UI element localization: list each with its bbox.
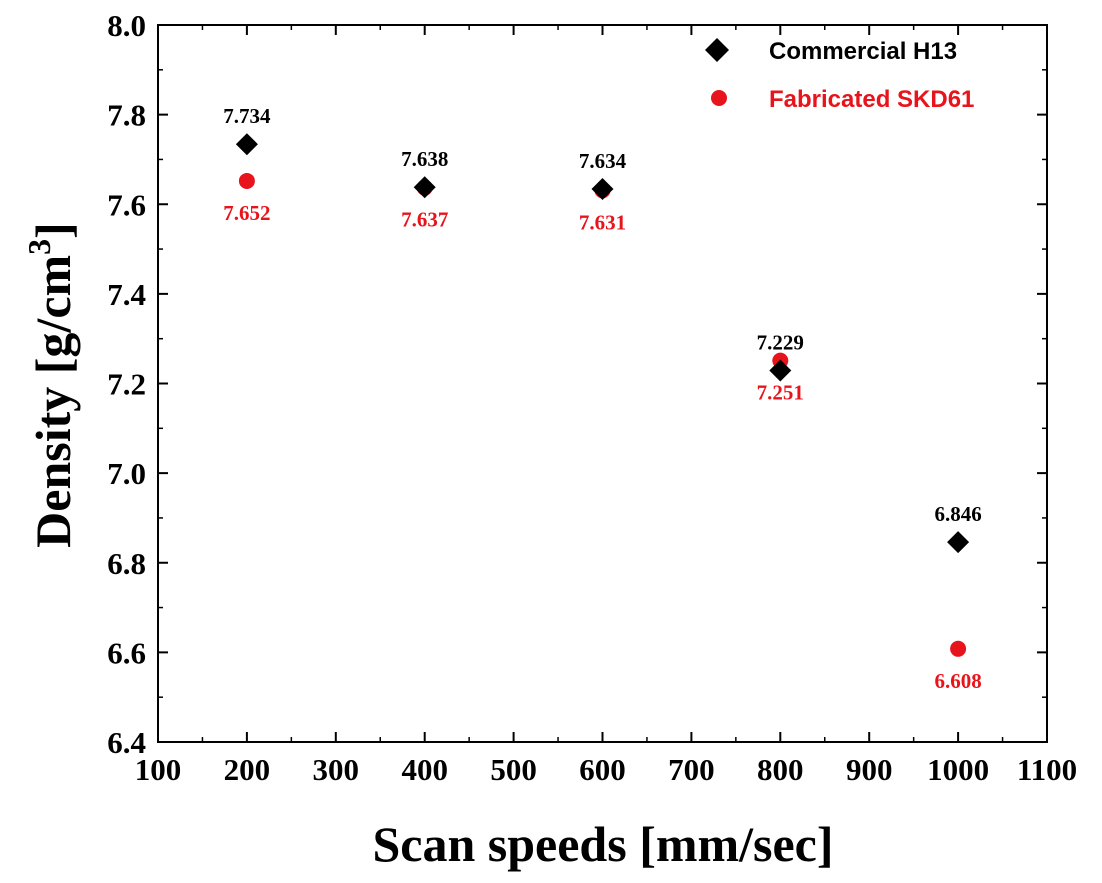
data-point-commercial-h13: [591, 178, 614, 201]
data-label-fabricated-skd61: 6.608: [934, 669, 981, 693]
y-tick-label: 6.6: [107, 635, 146, 670]
y-tick-label: 7.2: [107, 367, 146, 402]
data-label-fabricated-skd61: 7.652: [223, 201, 270, 225]
x-tick-label: 400: [401, 752, 448, 787]
data-label-fabricated-skd61: 7.637: [401, 208, 448, 232]
y-tick-label: 7.6: [107, 187, 146, 222]
x-tick-label: 1100: [1017, 752, 1077, 787]
x-tick-label: 300: [313, 752, 360, 787]
x-tick-label: 1000: [927, 752, 989, 787]
y-tick-label: 7.8: [107, 98, 146, 133]
data-label-fabricated-skd61: 7.251: [757, 381, 804, 405]
legend-label-commercial-h13: Commercial H13: [769, 38, 957, 65]
y-tick-label: 7.0: [107, 456, 146, 491]
legend-marker-commercial-h13: [705, 38, 729, 62]
x-tick-label: 600: [579, 752, 626, 787]
legend: Commercial H13 Fabricated SKD61: [705, 38, 974, 113]
data-point-fabricated-skd61: [238, 172, 255, 189]
y-tick-label: 6.8: [107, 546, 146, 581]
data-point-commercial-h13: [413, 176, 436, 199]
data-point-fabricated-skd61: [950, 640, 967, 657]
data-label-fabricated-skd61: 7.631: [579, 210, 626, 234]
data-label-commercial-h13: 7.229: [757, 331, 804, 355]
data-label-commercial-h13: 7.638: [401, 147, 448, 171]
axes: 100 200 300 400 500 600 700 800 900 1000 1100 6.4 6.…: [107, 8, 1077, 787]
data-point-commercial-h13: [947, 531, 970, 554]
x-tick-label: 200: [224, 752, 271, 787]
x-tick-label: 800: [757, 752, 804, 787]
y-tick-label: 8.0: [107, 8, 146, 43]
y-axis-title-superscript: 3: [21, 239, 57, 255]
x-tick-label: 900: [846, 752, 893, 787]
x-tick-label: 500: [490, 752, 537, 787]
x-tick-label: 100: [135, 752, 182, 787]
legend-marker-fabricated-skd61: [711, 90, 727, 106]
plot-frame: [157, 24, 1048, 743]
y-axis-title-close: ]: [25, 222, 81, 239]
x-tick-label: 700: [668, 752, 715, 787]
x-axis-title: Scan speeds [mm/sec]: [372, 816, 833, 872]
y-axis-title: Density [g/cm3]: [21, 222, 81, 548]
legend-label-fabricated-skd61: Fabricated SKD61: [769, 86, 974, 113]
data-point-commercial-h13: [769, 359, 792, 382]
y-tick-label: 6.4: [107, 725, 146, 760]
data-point-commercial-h13: [235, 133, 258, 156]
data-label-commercial-h13: 6.846: [934, 502, 981, 526]
y-tick-label: 7.4: [107, 277, 146, 312]
y-axis-title-text: Density [g/cm: [25, 255, 81, 548]
data-label-commercial-h13: 7.734: [223, 104, 271, 128]
data-marks: 7.734 7.638 7.634 7.229 6.846 7.652 7.637 7.631…: [223, 104, 981, 693]
data-label-commercial-h13: 7.634: [579, 149, 627, 173]
